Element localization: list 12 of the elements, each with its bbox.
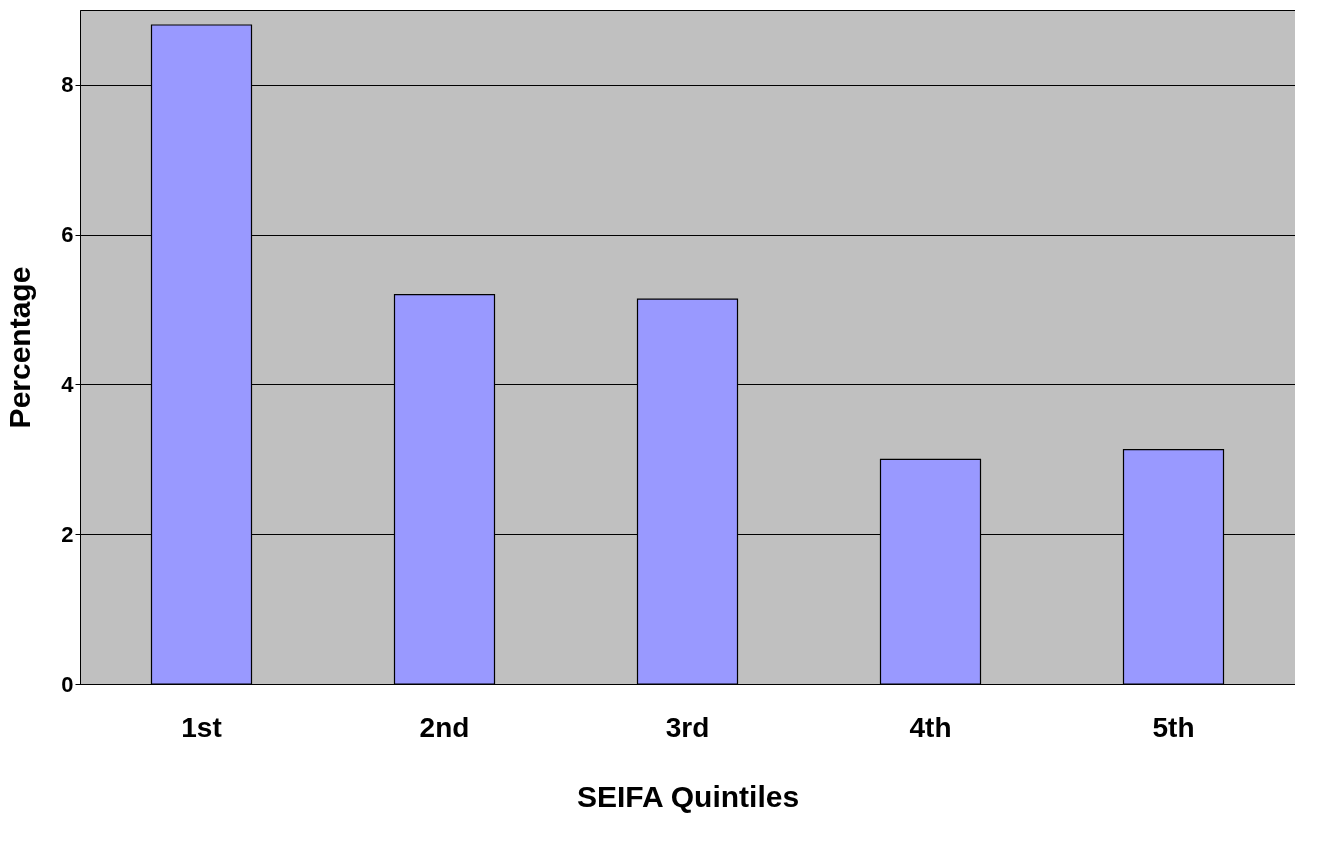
x-tick-label: 1st xyxy=(181,711,222,743)
y-axis-title: Percentage xyxy=(3,266,37,429)
y-tick-label: 8 xyxy=(61,72,74,98)
x-tick-label: 5th xyxy=(1152,711,1195,743)
y-tick-label: 2 xyxy=(61,521,74,547)
x-tick-label: 2nd xyxy=(419,711,470,743)
y-tick-label: 4 xyxy=(61,371,75,397)
x-tick-label: 3rd xyxy=(665,711,710,743)
x-tick-label: 4th xyxy=(909,711,952,743)
x-axis-title: SEIFA Quintiles xyxy=(576,779,800,813)
y-tick-label: 6 xyxy=(61,222,74,248)
y-tick-label: 0 xyxy=(61,671,74,697)
